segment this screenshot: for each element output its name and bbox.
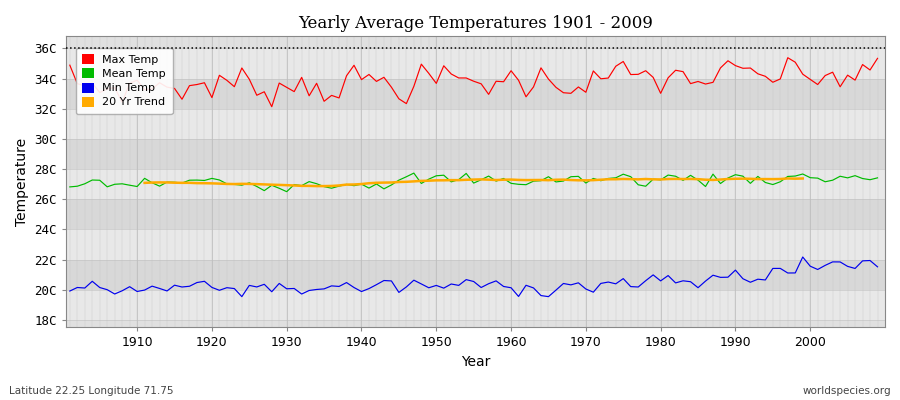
Bar: [66, 229, 885, 260]
Title: Yearly Average Temperatures 1901 - 2009: Yearly Average Temperatures 1901 - 2009: [298, 15, 653, 32]
Text: worldspecies.org: worldspecies.org: [803, 386, 891, 396]
Bar: [66, 290, 885, 320]
Bar: [66, 48, 885, 78]
Bar: [66, 169, 885, 199]
Text: Latitude 22.25 Longitude 71.75: Latitude 22.25 Longitude 71.75: [9, 386, 174, 396]
Legend: Max Temp, Mean Temp, Min Temp, 20 Yr Trend: Max Temp, Mean Temp, Min Temp, 20 Yr Tre…: [76, 48, 173, 114]
Bar: [66, 78, 885, 109]
Bar: [66, 199, 885, 229]
Bar: [66, 109, 885, 139]
X-axis label: Year: Year: [461, 355, 491, 369]
Y-axis label: Temperature: Temperature: [15, 138, 29, 226]
Bar: [66, 260, 885, 290]
Bar: [66, 139, 885, 169]
